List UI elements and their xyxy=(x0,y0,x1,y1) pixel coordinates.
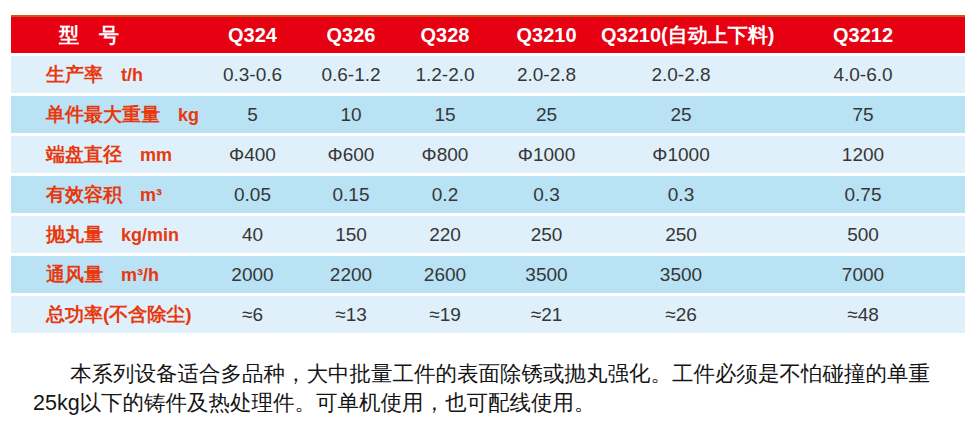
spec-value: 0.15 xyxy=(304,176,398,213)
spec-row: 抛丸量kg/min40150220250250500 xyxy=(11,216,965,253)
model-header: Q3212 xyxy=(761,15,965,53)
spec-value: 75 xyxy=(761,96,965,133)
spec-value: 25 xyxy=(601,96,761,133)
spec-value: 2200 xyxy=(304,256,398,293)
spec-row: 端盘直径mmΦ400Φ600Φ800Φ1000Φ10001200 xyxy=(11,136,965,173)
spec-value: 0.3-0.6 xyxy=(201,56,304,93)
spec-value: ≈48 xyxy=(761,296,965,333)
spec-row: 生产率t/h0.3-0.60.6-1.21.2-2.02.0-2.82.0-2.… xyxy=(11,56,965,93)
spec-value: Φ1000 xyxy=(492,136,601,173)
spec-value: 2.0-2.8 xyxy=(601,56,761,93)
spec-value: 1200 xyxy=(761,136,965,173)
spec-value: 0.05 xyxy=(201,176,304,213)
spec-value: 2600 xyxy=(398,256,492,293)
spec-value: 220 xyxy=(398,216,492,253)
spec-value: Φ400 xyxy=(201,136,304,173)
row-unit: mm xyxy=(140,145,172,165)
row-unit: m³/h xyxy=(121,265,159,285)
row-label: 抛丸量 xyxy=(46,224,103,245)
spec-value: ≈13 xyxy=(304,296,398,333)
spec-value: 15 xyxy=(398,96,492,133)
spec-value: 0.6-1.2 xyxy=(304,56,398,93)
spec-value: Φ600 xyxy=(304,136,398,173)
page: 型 号Q324Q326Q328Q3210Q3210(自动上下料)Q3212 生产… xyxy=(0,12,978,418)
spec-value: 25 xyxy=(492,96,601,133)
model-header: Q3210 xyxy=(492,15,601,53)
spec-value: ≈26 xyxy=(601,296,761,333)
row-label-cell: 通风量 m³/h xyxy=(11,256,201,293)
spec-value: 0.3 xyxy=(601,176,761,213)
row-label: 有效容积 xyxy=(46,184,122,205)
spec-value: 0.3 xyxy=(492,176,601,213)
model-header: Q326 xyxy=(304,15,398,53)
spec-value: 0.2 xyxy=(398,176,492,213)
row-label: 通风量 xyxy=(46,264,103,285)
spec-value: ≈21 xyxy=(492,296,601,333)
model-column-title: 型 号 xyxy=(11,15,201,53)
spec-value: ≈6 xyxy=(201,296,304,333)
spec-value: 2.0-2.8 xyxy=(492,56,601,93)
spec-value: 40 xyxy=(201,216,304,253)
spec-row: 总功率(不含除尘) ≈6≈13≈19≈21≈26≈48 xyxy=(11,296,965,333)
row-label-cell: 有效容积 m³ xyxy=(11,176,201,213)
row-label-cell: 端盘直径 mm xyxy=(11,136,201,173)
spec-value: 250 xyxy=(492,216,601,253)
row-label: 端盘直径 xyxy=(46,144,122,165)
spec-value: 3500 xyxy=(492,256,601,293)
row-label-cell: 单件最大重量 kg xyxy=(11,96,201,133)
row-unit: kg xyxy=(178,105,199,125)
spec-value: 0.75 xyxy=(761,176,965,213)
row-label: 总功率(不含除尘) xyxy=(46,304,192,325)
spec-row: 单件最大重量kg51015252575 xyxy=(11,96,965,133)
spec-table: 型 号Q324Q326Q328Q3210Q3210(自动上下料)Q3212 生产… xyxy=(11,12,965,336)
model-header: Q3210(自动上下料) xyxy=(601,15,761,53)
row-unit: t/h xyxy=(121,65,143,85)
spec-value: Φ1000 xyxy=(601,136,761,173)
spec-table-body: 生产率t/h0.3-0.60.6-1.21.2-2.02.0-2.82.0-2.… xyxy=(11,56,965,333)
spec-value: 10 xyxy=(304,96,398,133)
header-row: 型 号Q324Q326Q328Q3210Q3210(自动上下料)Q3212 xyxy=(11,15,965,53)
spec-value: 250 xyxy=(601,216,761,253)
row-label-cell: 生产率 t/h xyxy=(11,56,201,93)
spec-value: 150 xyxy=(304,216,398,253)
spec-value: 7000 xyxy=(761,256,965,293)
spec-value: Φ800 xyxy=(398,136,492,173)
spec-value: 1.2-2.0 xyxy=(398,56,492,93)
description-paragraph: 本系列设备适合多品种，大中批量工件的表面除锈或抛丸强化。工件必须是不怕碰撞的单重… xyxy=(33,360,948,418)
spec-value: 5 xyxy=(201,96,304,133)
model-header: Q324 xyxy=(201,15,304,53)
row-unit: kg/min xyxy=(121,225,179,245)
spec-value: 2000 xyxy=(201,256,304,293)
row-label-cell: 总功率(不含除尘) xyxy=(11,296,201,333)
spec-row: 有效容积m³0.050.150.20.30.30.75 xyxy=(11,176,965,213)
row-label: 生产率 xyxy=(46,64,103,85)
spec-value: ≈19 xyxy=(398,296,492,333)
spec-value: 3500 xyxy=(601,256,761,293)
spec-row: 通风量m³/h200022002600350035007000 xyxy=(11,256,965,293)
spec-value: 4.0-6.0 xyxy=(761,56,965,93)
row-unit: m³ xyxy=(140,185,162,205)
row-label-cell: 抛丸量 kg/min xyxy=(11,216,201,253)
spec-value: 500 xyxy=(761,216,965,253)
model-header: Q328 xyxy=(398,15,492,53)
row-label: 单件最大重量 xyxy=(46,104,160,125)
